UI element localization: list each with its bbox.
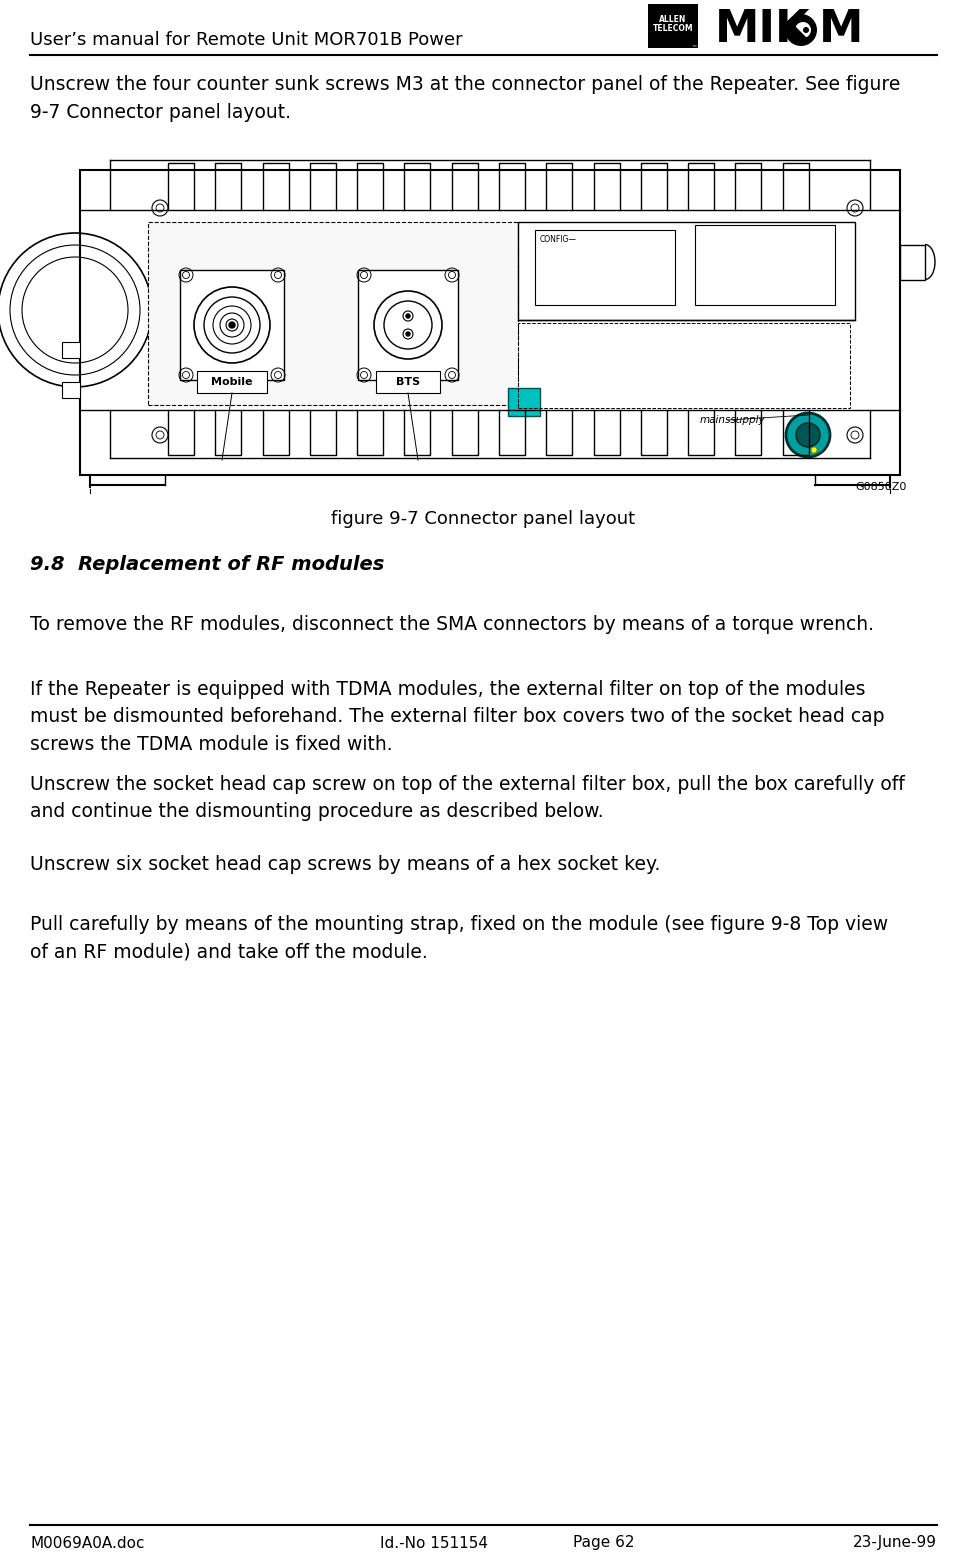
Text: ™: ™ xyxy=(691,47,697,51)
Circle shape xyxy=(803,26,809,33)
Bar xyxy=(62,342,80,357)
Bar xyxy=(518,323,850,409)
Text: figure 9-7 Connector panel layout: figure 9-7 Connector panel layout xyxy=(332,510,635,528)
Text: To remove the RF modules, disconnect the SMA connectors by means of a torque wre: To remove the RF modules, disconnect the… xyxy=(30,615,874,634)
Text: 23-June-99: 23-June-99 xyxy=(853,1535,937,1551)
Bar xyxy=(358,270,458,381)
Text: Mobile: Mobile xyxy=(211,378,252,387)
Bar xyxy=(62,382,80,398)
Text: Unscrew the four counter sunk screws M3 at the connector panel of the Repeater. : Unscrew the four counter sunk screws M3 … xyxy=(30,75,900,123)
Circle shape xyxy=(785,14,817,47)
Circle shape xyxy=(406,333,410,336)
Text: Id.-No 151154: Id.-No 151154 xyxy=(379,1535,487,1551)
Text: G0850Z0: G0850Z0 xyxy=(855,482,906,493)
Bar xyxy=(535,230,675,305)
Bar xyxy=(648,5,698,48)
Bar xyxy=(80,169,900,476)
Text: Pull carefully by means of the mounting strap, fixed on the module (see figure 9: Pull carefully by means of the mounting … xyxy=(30,915,888,962)
Text: MIK: MIK xyxy=(715,8,810,51)
Bar xyxy=(518,222,855,320)
Text: 9.8  Replacement of RF modules: 9.8 Replacement of RF modules xyxy=(30,555,384,573)
Circle shape xyxy=(229,322,235,328)
Bar xyxy=(197,371,267,393)
Bar xyxy=(148,222,518,406)
Text: ALLEN
TELECOM: ALLEN TELECOM xyxy=(653,14,693,33)
Text: Page 62: Page 62 xyxy=(572,1535,634,1551)
Text: M: M xyxy=(819,8,864,51)
Circle shape xyxy=(786,413,830,457)
Bar xyxy=(508,388,540,416)
Bar xyxy=(376,371,440,393)
Bar xyxy=(180,270,284,381)
Text: User’s manual for Remote Unit MOR701B Power: User’s manual for Remote Unit MOR701B Po… xyxy=(30,31,462,50)
Text: If the Repeater is equipped with TDMA modules, the external filter on top of the: If the Repeater is equipped with TDMA mo… xyxy=(30,681,885,754)
Bar xyxy=(695,225,835,305)
Text: M0069A0A.doc: M0069A0A.doc xyxy=(30,1535,144,1551)
Circle shape xyxy=(796,423,820,448)
Bar xyxy=(900,246,925,280)
Text: Unscrew six socket head cap screws by means of a hex socket key.: Unscrew six socket head cap screws by me… xyxy=(30,855,660,873)
Text: CONFIG—: CONFIG— xyxy=(540,236,577,244)
Text: Unscrew the socket head cap screw on top of the external filter box, pull the bo: Unscrew the socket head cap screw on top… xyxy=(30,775,905,821)
Text: BTS: BTS xyxy=(396,378,420,387)
Text: mainssupply: mainssupply xyxy=(700,415,766,424)
Circle shape xyxy=(811,448,817,454)
Circle shape xyxy=(795,22,811,37)
Circle shape xyxy=(406,314,410,319)
